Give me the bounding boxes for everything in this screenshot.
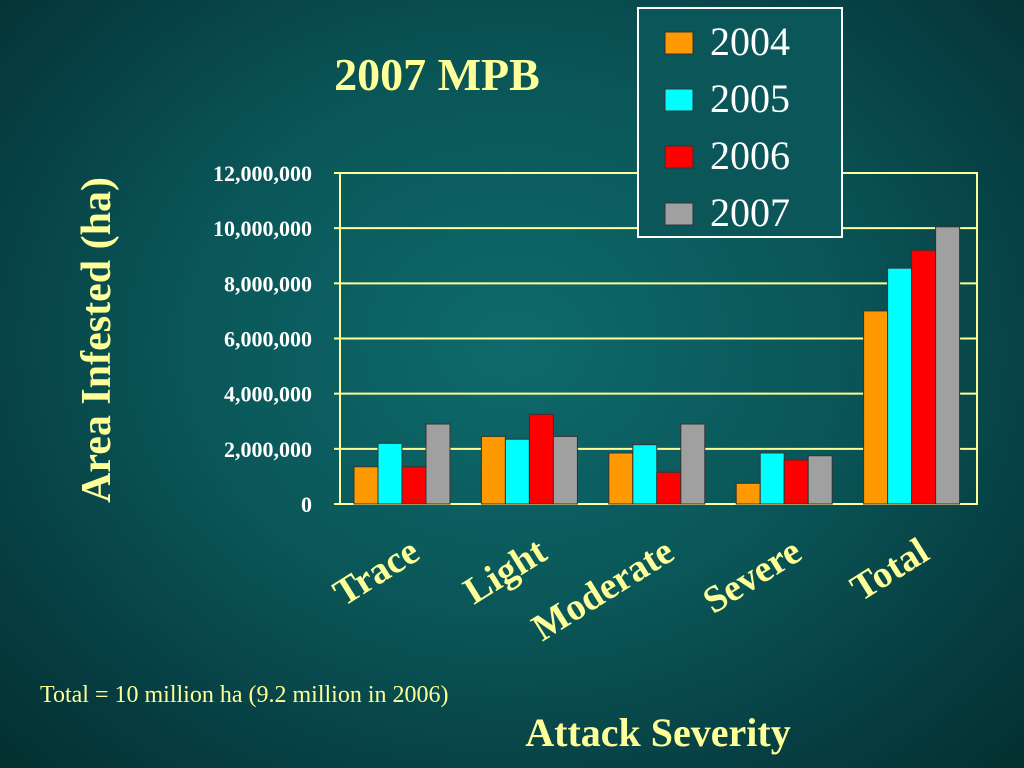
chart-title: 2007 MPB bbox=[334, 49, 540, 100]
annotation: Total = 10 million ha (9.2 million in 20… bbox=[40, 682, 449, 708]
legend-label-2007: 2007 bbox=[710, 190, 790, 235]
bar-trace-2006 bbox=[401, 466, 427, 505]
x-tick-label: Trace bbox=[326, 530, 426, 614]
bar-severe-2005 bbox=[759, 452, 785, 505]
bar-severe-2006 bbox=[783, 459, 809, 505]
legend-swatch-2004 bbox=[664, 31, 694, 55]
bar-moderate-2005 bbox=[632, 444, 658, 505]
x-tick-label: Moderate bbox=[525, 530, 681, 649]
bar-trace-2005 bbox=[377, 442, 403, 505]
legend-label-2005: 2005 bbox=[710, 76, 790, 121]
bar-trace-2007 bbox=[425, 423, 451, 505]
x-tick-label: Severe bbox=[696, 530, 809, 622]
bar-severe-2004 bbox=[735, 482, 761, 505]
bar-trace-2004 bbox=[353, 466, 379, 505]
bar-total-2007 bbox=[935, 226, 961, 505]
y-tick-label: 12,000,000 bbox=[213, 161, 312, 186]
bar-light-2004 bbox=[480, 435, 506, 505]
bar-severe-2007 bbox=[807, 455, 833, 505]
bar-light-2007 bbox=[552, 435, 578, 505]
y-tick-label: 8,000,000 bbox=[224, 271, 312, 296]
x-tick-label: Light bbox=[456, 530, 554, 613]
legend-swatch-2005 bbox=[664, 88, 694, 112]
bar-moderate-2006 bbox=[656, 471, 682, 505]
legend-label-2006: 2006 bbox=[710, 133, 790, 178]
bar-light-2006 bbox=[528, 413, 554, 505]
legend-swatch-2007 bbox=[664, 202, 694, 226]
y-tick-label: 0 bbox=[301, 492, 312, 517]
bar-total-2006 bbox=[911, 249, 937, 505]
legend-label-2004: 2004 bbox=[710, 19, 790, 64]
x-axis-label: Attack Severity bbox=[525, 710, 790, 755]
x-tick-label: Total bbox=[843, 530, 936, 610]
bar-total-2005 bbox=[887, 267, 913, 505]
legend: 2004 2005 2006 2007 bbox=[637, 7, 843, 238]
y-tick-label: 10,000,000 bbox=[213, 216, 312, 241]
y-axis-label: Area Infested (ha) bbox=[74, 177, 120, 503]
legend-swatch-2006 bbox=[664, 145, 694, 169]
y-tick-label: 4,000,000 bbox=[224, 382, 312, 407]
y-tick-label: 6,000,000 bbox=[224, 327, 312, 352]
bar-moderate-2004 bbox=[608, 452, 634, 505]
bar-total-2004 bbox=[863, 310, 889, 505]
bar-light-2005 bbox=[504, 438, 530, 505]
plot-area: 0 2,000,000 4,000,000 6,000,000 8,000,000 10,… bbox=[213, 161, 978, 650]
y-tick-label: 2,000,000 bbox=[224, 437, 312, 462]
bar-moderate-2007 bbox=[680, 423, 706, 505]
